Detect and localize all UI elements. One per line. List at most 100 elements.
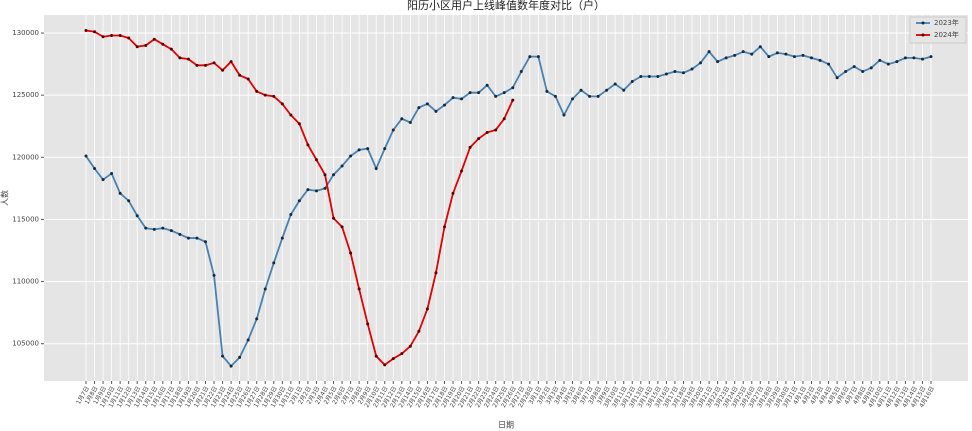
point-marker [144,43,148,47]
point-marker [349,251,353,255]
point-marker [391,128,395,132]
point-marker [84,154,88,158]
y-axis-label: 人数 [0,190,10,206]
point-marker [178,56,182,60]
point-marker [639,75,643,79]
point-marker [391,357,395,361]
point-marker [263,287,267,291]
point-marker [810,56,814,60]
point-marker [886,62,890,66]
point-marker [707,50,711,54]
point-marker [366,147,370,151]
point-marker [929,55,933,59]
point-marker [332,216,336,220]
point-marker [400,117,404,121]
point-marker [647,75,651,79]
point-marker [477,91,481,95]
legend-box [909,16,967,44]
y-tick-label: 105000 [12,340,39,348]
point-marker [246,338,250,342]
point-marker [255,89,259,93]
point-marker [434,109,438,113]
y-tick-label: 130000 [12,29,39,37]
point-marker [852,65,856,69]
point-marker [494,94,498,98]
point-marker [425,307,429,311]
point-marker [110,171,114,175]
point-marker [238,355,242,359]
y-tick-label: 120000 [12,153,39,161]
y-tick-label: 125000 [12,91,39,99]
chart-title: 阳历小区用户上线峰值数年度对比（户） [407,0,605,12]
point-marker [195,236,199,240]
point-marker [272,261,276,265]
point-marker [357,287,361,291]
point-marker [673,70,677,74]
point-marker [400,352,404,356]
point-marker [101,35,105,39]
series-line [85,45,932,368]
x-axis-label: 日期 [498,421,514,430]
point-marker [374,354,378,358]
point-marker [408,121,412,125]
point-marker [442,103,446,107]
point-marker [733,53,737,57]
point-marker [169,47,173,51]
point-marker [408,344,412,348]
point-marker [417,106,421,110]
point-marker [203,63,207,67]
point-marker [306,188,310,192]
point-marker [716,60,720,64]
point-marker [502,91,506,95]
point-marker [562,113,566,117]
point-marker [434,271,438,275]
point-marker [280,102,284,106]
point-marker [622,88,626,92]
point-marker [221,68,225,72]
point-marker [323,186,327,190]
point-marker [152,37,156,41]
point-marker [332,173,336,177]
point-marker [323,173,327,177]
point-marker [869,66,873,70]
point-marker [571,97,575,101]
point-marker [681,71,685,75]
y-tick-label: 110000 [12,278,39,286]
point-marker [297,122,301,126]
point-marker [835,76,839,80]
point-marker [135,214,139,218]
point-marker [588,94,592,98]
point-marker [203,240,207,244]
point-marker [451,96,455,100]
point-marker [758,45,762,49]
point-marker [827,62,831,66]
point-marker [118,34,122,38]
y-tick-label: 115000 [12,215,39,223]
point-marker [246,77,250,81]
point-marker [306,143,310,147]
point-marker [255,317,259,321]
legend-marker [921,21,925,25]
point-marker [442,225,446,229]
point-marker [212,61,216,65]
point-marker [229,364,233,368]
point-marker [118,191,122,195]
point-marker [349,154,353,158]
point-marker [161,226,165,230]
point-marker [186,57,190,61]
point-marker [161,42,165,46]
point-marker [280,236,284,240]
point-marker [784,52,788,56]
point-marker [425,102,429,106]
point-marker [289,212,293,216]
legend-label: 2023年 [934,18,959,27]
point-marker [101,178,105,182]
point-marker [110,34,114,38]
point-marker [383,147,387,151]
point-marker [699,61,703,65]
point-marker [553,94,557,98]
point-marker [460,169,464,173]
point-marker [212,273,216,277]
point-marker [801,53,805,57]
point-marker [724,56,728,60]
